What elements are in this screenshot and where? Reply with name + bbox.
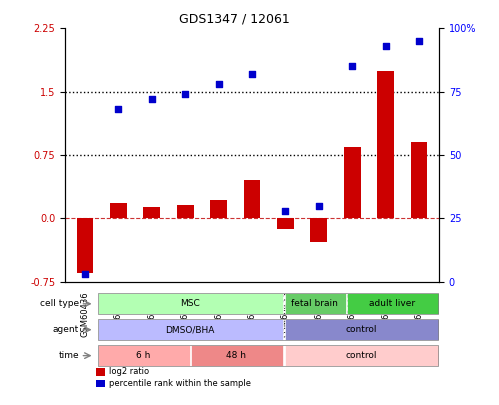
Bar xyxy=(411,143,428,218)
Bar xyxy=(143,207,160,218)
Point xyxy=(281,207,289,214)
FancyBboxPatch shape xyxy=(285,319,439,340)
Text: agent: agent xyxy=(53,325,79,334)
FancyBboxPatch shape xyxy=(191,345,283,366)
Bar xyxy=(277,218,294,229)
Point xyxy=(81,271,89,277)
Bar xyxy=(244,180,260,218)
Point xyxy=(148,96,156,102)
Bar xyxy=(177,205,194,218)
Text: control: control xyxy=(345,325,377,334)
FancyBboxPatch shape xyxy=(98,345,190,366)
Text: control: control xyxy=(345,351,377,360)
Point xyxy=(315,202,323,209)
Bar xyxy=(96,368,105,376)
Point xyxy=(114,106,122,113)
Text: DMSO/BHA: DMSO/BHA xyxy=(165,325,214,334)
FancyBboxPatch shape xyxy=(285,293,345,314)
FancyBboxPatch shape xyxy=(285,345,439,366)
Bar xyxy=(110,203,127,218)
Point xyxy=(248,71,256,77)
Text: adult liver: adult liver xyxy=(369,299,415,308)
Text: cell type: cell type xyxy=(40,299,79,308)
FancyBboxPatch shape xyxy=(98,319,283,340)
Text: 6 h: 6 h xyxy=(136,351,150,360)
Text: percentile rank within the sample: percentile rank within the sample xyxy=(108,379,250,388)
Point xyxy=(181,91,189,98)
Bar xyxy=(96,379,105,387)
Text: MSC: MSC xyxy=(180,299,200,308)
Point xyxy=(415,38,423,44)
Text: fetal brain: fetal brain xyxy=(291,299,338,308)
Point xyxy=(215,81,223,87)
Text: 48 h: 48 h xyxy=(227,351,247,360)
FancyBboxPatch shape xyxy=(98,293,283,314)
Bar xyxy=(310,218,327,242)
Text: log2 ratio: log2 ratio xyxy=(108,367,149,376)
Text: GDS1347 / 12061: GDS1347 / 12061 xyxy=(179,12,290,25)
Bar xyxy=(344,147,361,218)
Text: time: time xyxy=(58,351,79,360)
Bar xyxy=(76,218,93,273)
FancyBboxPatch shape xyxy=(347,293,439,314)
Bar xyxy=(210,200,227,218)
Bar xyxy=(377,70,394,218)
Point xyxy=(348,63,356,70)
Point xyxy=(382,43,390,49)
